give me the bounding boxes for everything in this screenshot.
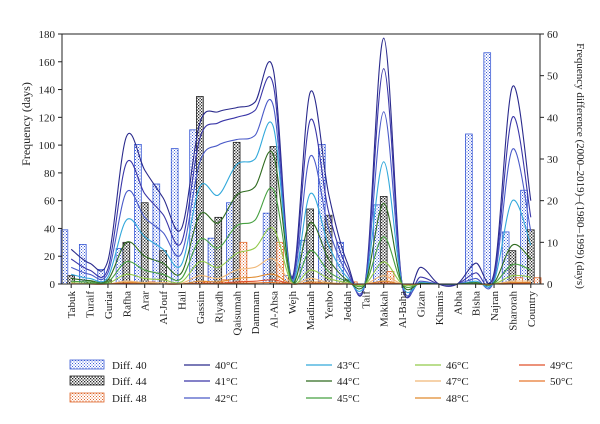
x-tick-label: Turaif — [85, 291, 97, 318]
x-tick-label: Yenbo — [324, 291, 336, 320]
bar-diff-44-arar — [140, 202, 149, 285]
y2-tick-label: 20 — [547, 196, 559, 208]
bar-diff-40-hail — [170, 148, 179, 285]
x-tick-label: Arar — [140, 291, 152, 311]
legend-label: 47°C — [446, 376, 469, 388]
bar-diff-40-al-ahsa — [262, 212, 271, 285]
legend-label: 45°C — [337, 393, 360, 405]
y-tick-label: 20 — [44, 251, 56, 263]
bar-diff-40-arar — [134, 144, 142, 285]
x-tick-label: Taif — [360, 291, 372, 309]
axes-layer: 0 20 40 60 80 100 120 140 160 180 0 10 20 30 40 50 60 Tab… — [39, 29, 559, 336]
legend-label: 46°C — [446, 360, 469, 372]
legend-label: 50°C — [550, 376, 573, 388]
y-tick-label: 140 — [39, 85, 56, 97]
bar-diff-40-bisha — [465, 133, 473, 285]
y-tick-label: 100 — [39, 140, 56, 152]
legend-label: 49°C — [550, 360, 573, 372]
y-tick-label: 60 — [44, 196, 56, 208]
bar-diff-44-riyadh — [214, 216, 223, 285]
legend-swatch — [69, 375, 105, 386]
legend-swatch — [69, 359, 105, 370]
y-tick-label: 40 — [44, 223, 56, 235]
legend-label: Diff. 48 — [112, 393, 147, 405]
x-tick-label: Makkah — [379, 291, 391, 328]
x-tick-label: Najran — [489, 291, 501, 321]
x-tick-label: Al-Ahsa — [268, 291, 280, 328]
bar-diff-44-makkah — [379, 196, 388, 285]
x-tick-label: Abha — [452, 291, 464, 315]
x-tick-label: Al-Baha — [397, 291, 409, 328]
x-tick-label: Guriat — [103, 291, 115, 319]
bar-diff-44-sharorah — [508, 250, 517, 285]
legend-label: 42°C — [215, 393, 238, 405]
bar-diff-40-najran — [483, 52, 492, 285]
y2-tick-label: 50 — [547, 71, 559, 83]
x-tick-label: Madinah — [305, 291, 317, 331]
y2-tick-label: 60 — [547, 29, 559, 41]
y-axis-title: Frequency (days) — [19, 82, 33, 166]
bar-diff-44-madinah — [306, 208, 314, 285]
bar-diff-44-qaisumah — [232, 141, 241, 285]
y-tick-label: 80 — [44, 168, 56, 180]
y2-tick-label: 10 — [547, 237, 559, 249]
legend-label: 48°C — [446, 393, 469, 405]
x-tick-label: Hail — [177, 291, 189, 310]
legend-swatch — [69, 392, 105, 403]
legend-label: 43°C — [337, 360, 360, 372]
legend-label: 44°C — [337, 376, 360, 388]
x-tick-label: Al-Jouf — [158, 291, 170, 325]
x-tick-label: Riyadh — [213, 291, 225, 323]
y2-tick-label: 0 — [547, 279, 553, 291]
legend-label: Diff. 44 — [112, 376, 147, 388]
y-tick-label: 160 — [39, 57, 56, 69]
legend: Diff. 40 Diff. 44 Diff. 48 40°C 41°C 42°C 43°C… — [69, 359, 573, 405]
y-tick-label: 180 — [39, 29, 56, 41]
legend-label: 40°C — [215, 360, 238, 372]
y2-axis-title: Frequency difference (2000–2019)–(1980–1… — [574, 43, 586, 289]
x-tick-label: Qaisumah — [232, 291, 244, 336]
x-tick-label: Wejh — [287, 291, 299, 314]
legend-label: Diff. 40 — [112, 360, 147, 372]
legend-label: 41°C — [215, 376, 238, 388]
x-tick-label: Gizan — [416, 291, 428, 318]
bar-diff-44-al-jouf — [159, 250, 167, 285]
x-tick-label: Jeddah — [342, 291, 354, 322]
x-tick-label: Sharorah — [507, 291, 519, 331]
x-tick-label: Rafha — [121, 291, 133, 317]
bars-layer — [60, 52, 542, 285]
y2-tick-label: 30 — [547, 154, 559, 166]
bar-diff-40-al-jouf — [152, 183, 161, 285]
x-tick-label: Khamis — [434, 291, 446, 325]
y-tick-label: 120 — [39, 112, 56, 124]
x-tick-label: Tabuk — [66, 291, 78, 319]
x-tick-label: Dammam — [250, 291, 262, 335]
y2-tick-label: 40 — [547, 112, 559, 124]
x-tick-label: Country — [526, 291, 538, 328]
x-tick-label: Bisha — [471, 291, 483, 316]
y-tick-label: 0 — [50, 279, 56, 291]
x-tick-label: Gassim — [195, 291, 207, 324]
